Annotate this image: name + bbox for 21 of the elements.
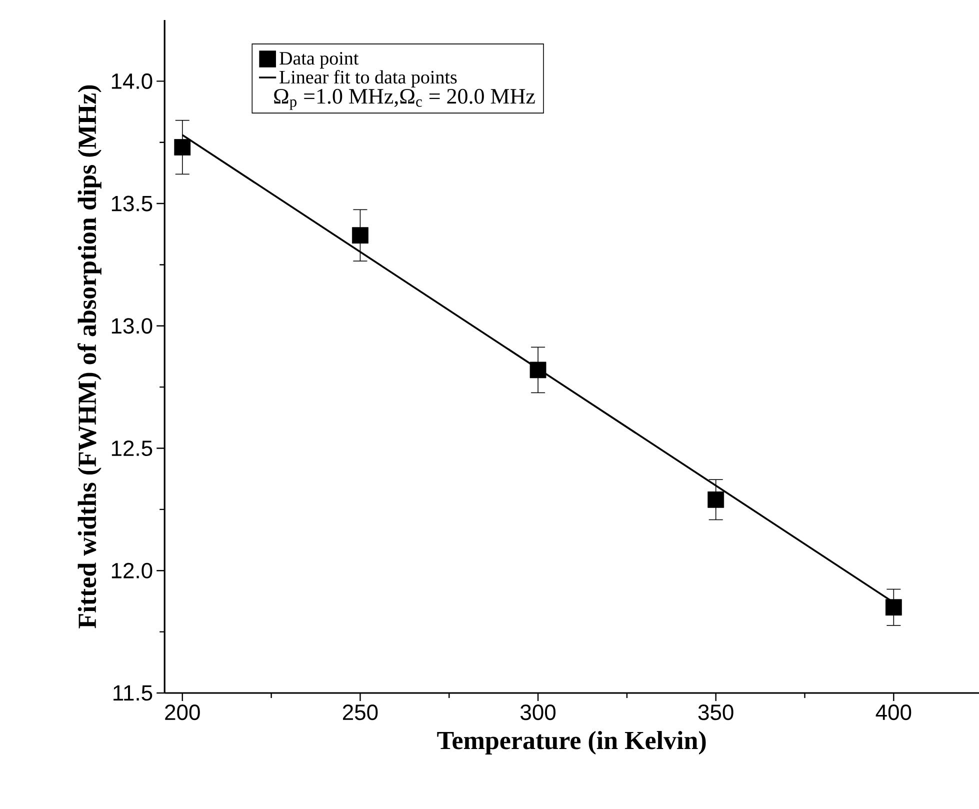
point <box>530 362 546 378</box>
x-tick-label: 400 <box>876 704 912 720</box>
point <box>708 491 724 508</box>
legend-label: Linear fit to data points <box>280 70 457 88</box>
y-tick-label: 11.5 <box>114 685 152 701</box>
y-tick-label: 12.5 <box>112 440 152 456</box>
y-axis-title: Fitted widths (FWHM) of absorption dips (MHz) <box>78 85 102 628</box>
legend-label: Data point <box>280 52 359 69</box>
x-tick-label: 200 <box>165 704 200 720</box>
point <box>174 139 191 156</box>
y-tick-label: 13.0 <box>112 318 152 334</box>
x-tick-label: 250 <box>342 704 378 720</box>
point <box>885 599 902 616</box>
y-tick-label: 12.0 <box>112 562 152 578</box>
y-tick-label: 13.5 <box>112 196 152 212</box>
annotation: Ω$_{p}$ =1.0 MHz,Ω$_{c}$ = 20.0 MHz <box>274 88 535 110</box>
x-tick-label: 350 <box>698 704 734 720</box>
x-axis-title: Temperature (in Kelvin) <box>437 730 706 755</box>
point <box>352 227 368 244</box>
x-tick-label: 300 <box>520 704 556 720</box>
y-tick-label: 14.0 <box>112 73 152 89</box>
